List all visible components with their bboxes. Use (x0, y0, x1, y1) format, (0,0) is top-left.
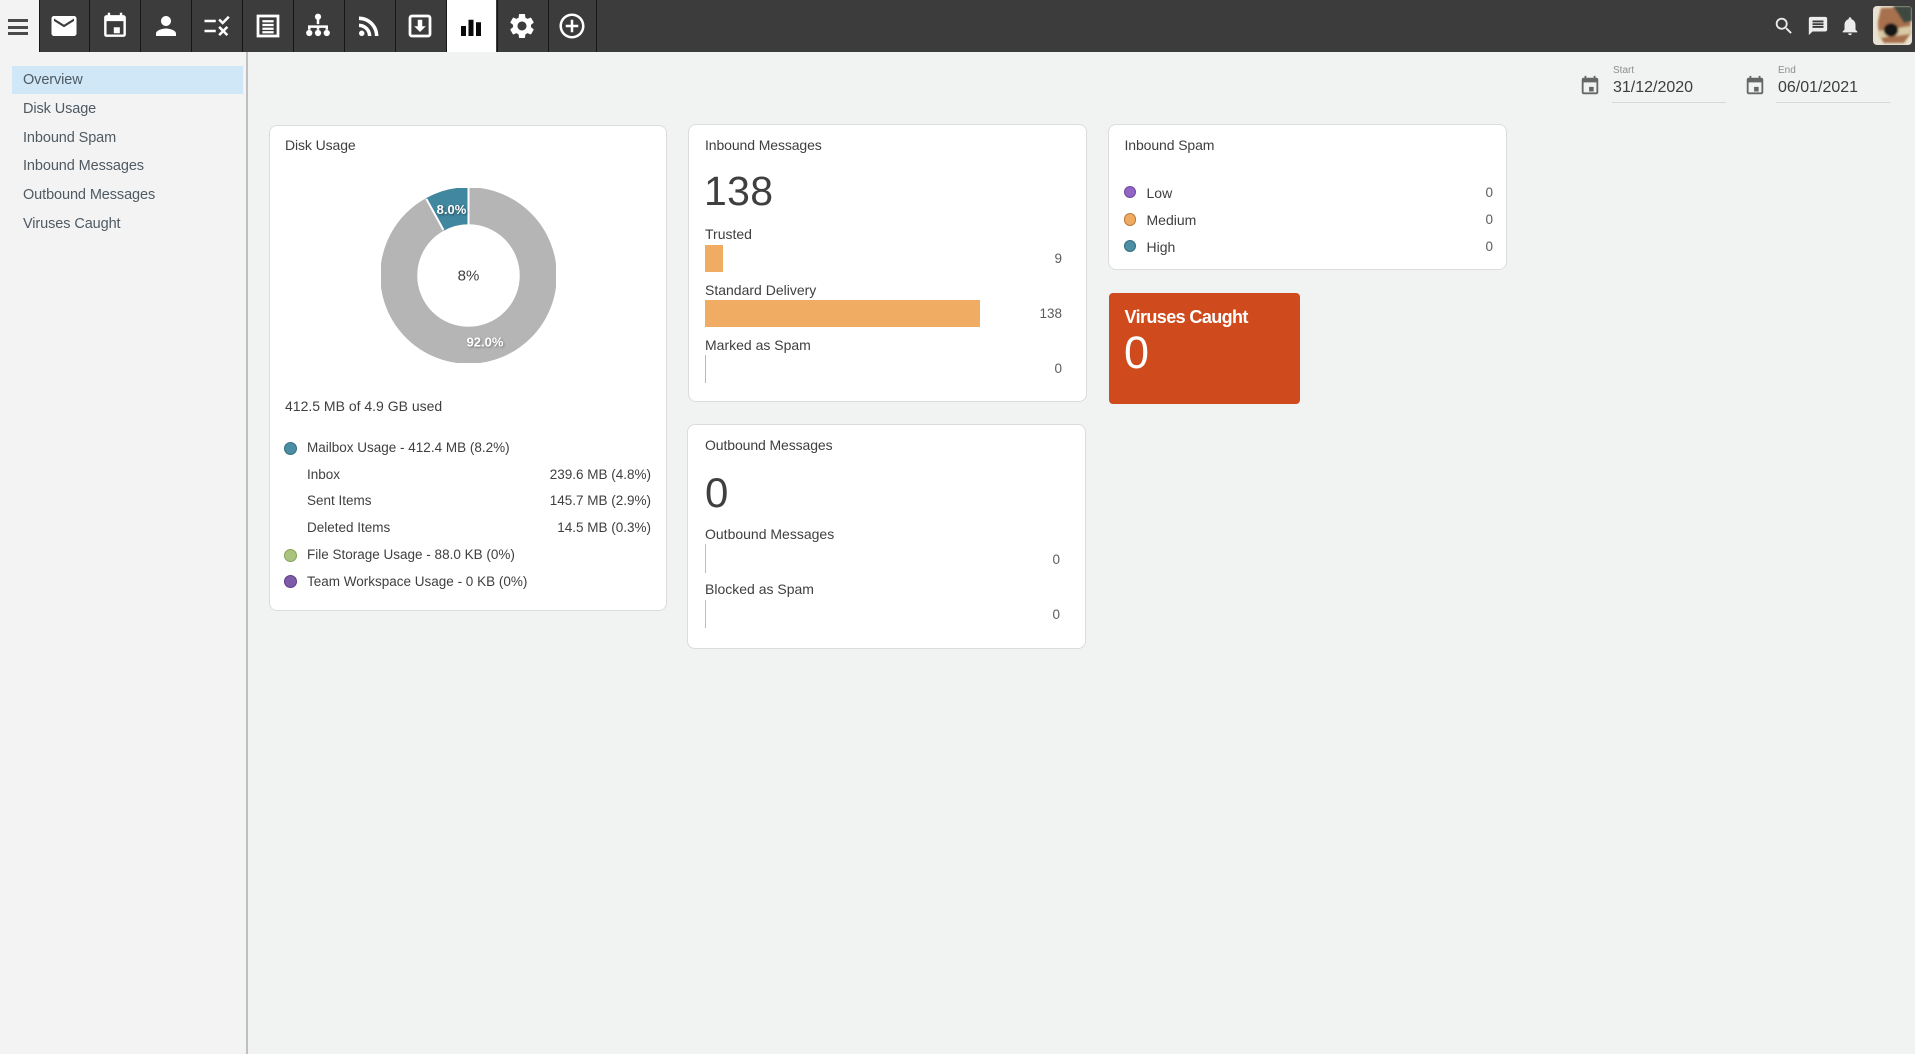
svg-text:92.0%: 92.0% (466, 334, 503, 349)
svg-text:8.0%: 8.0% (436, 202, 466, 217)
svg-text:8%: 8% (457, 267, 479, 284)
